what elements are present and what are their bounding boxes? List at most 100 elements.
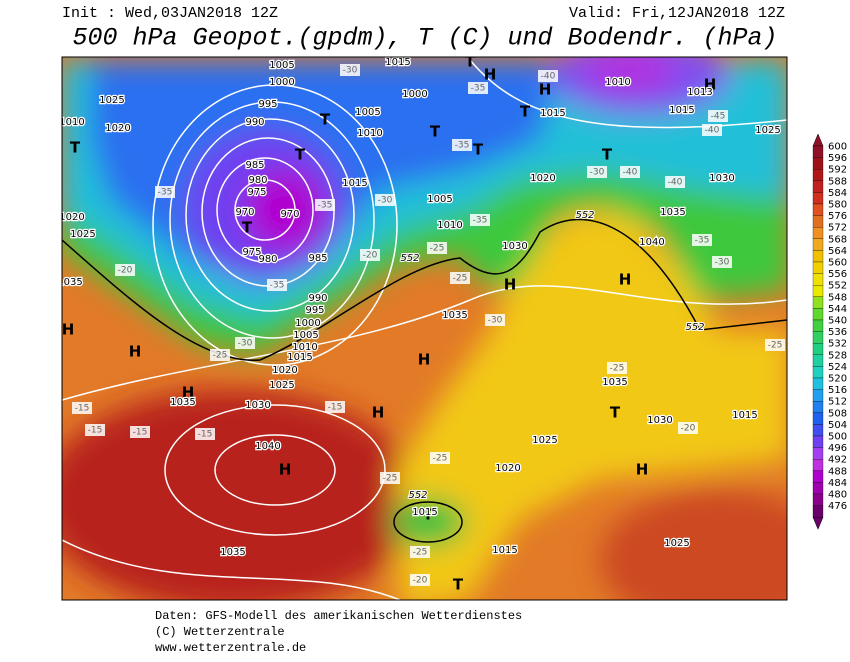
geopotential-label: 552	[575, 210, 594, 221]
temperature-label: -40	[668, 178, 683, 188]
colorbar-swatch	[812, 354, 824, 367]
colorbar-swatch	[812, 377, 824, 390]
colorbar-label: 552	[828, 281, 847, 292]
temperature-label: -30	[590, 168, 605, 178]
colorbar-label: 536	[828, 327, 847, 338]
colorbar-label: 564	[828, 246, 847, 257]
temperature-label-box	[452, 139, 472, 151]
high-center: H	[129, 343, 142, 361]
temperature-label: -15	[133, 428, 148, 438]
temperature-label-box	[702, 124, 722, 136]
temperature-label-box	[410, 546, 430, 558]
isobar-label: 1025	[664, 538, 689, 549]
low-center: T	[602, 146, 613, 164]
isobar-label: 1000	[295, 318, 320, 329]
colorbar-swatch	[812, 157, 824, 170]
colorbar-label: 568	[828, 234, 847, 245]
colorbar-swatch	[812, 273, 824, 286]
temperature-label-box	[375, 194, 395, 206]
high-center: H	[279, 461, 292, 479]
temperature-label-box	[450, 272, 470, 284]
temperature-label-box	[130, 426, 150, 438]
temperature-label: -35	[158, 188, 173, 198]
isobar-label: 1025	[532, 435, 557, 446]
isobar-label: 980	[258, 254, 277, 265]
colorbar-label: 496	[828, 443, 847, 454]
isobar-label: 995	[258, 99, 277, 110]
colorbar-label: 592	[828, 165, 847, 176]
isobar-label: 1015	[412, 507, 437, 518]
temperature-label: -30	[238, 339, 253, 349]
temperature-label: -15	[75, 404, 90, 414]
low-center: T	[610, 404, 621, 422]
isobar-label: 995	[305, 305, 324, 316]
temperature-label-box	[620, 166, 640, 178]
colorbar-label: 572	[828, 223, 847, 234]
high-center: H	[372, 404, 385, 422]
cutoff-contour	[393, 501, 463, 543]
colorbar-label: 540	[828, 316, 847, 327]
high-center: H	[182, 384, 195, 402]
isobar-label: 970	[280, 209, 299, 220]
colorbar-label: 584	[828, 188, 847, 199]
temperature-label-box	[315, 199, 335, 211]
high-center: H	[539, 81, 552, 99]
high-center: H	[704, 76, 717, 94]
isobar-label: 1030	[245, 400, 270, 411]
high-center: H	[62, 321, 75, 339]
isobar-label: 1010	[357, 128, 382, 139]
temperature-label-box	[380, 472, 400, 484]
isobar-label: 1030	[502, 241, 527, 252]
colorbar-swatch	[812, 366, 824, 379]
temperature-label: -25	[430, 244, 445, 254]
isobar-label: 1000	[402, 89, 427, 100]
colorbar-swatch	[812, 447, 824, 460]
valid-time: Valid: Fri,12JAN2018 12Z	[569, 5, 785, 22]
colorbar-swatch	[812, 493, 824, 506]
colorbar-label: 516	[828, 385, 847, 396]
temperature-label-box	[72, 402, 92, 414]
temperature-label-box	[85, 424, 105, 436]
temperature-label: -20	[118, 266, 133, 276]
isobar-label: 1020	[272, 365, 297, 376]
temperature-label: -20	[681, 424, 696, 434]
temperature-label: -35	[471, 84, 486, 94]
temperature-label: -40	[541, 72, 556, 82]
colorbar-label: 528	[828, 350, 847, 361]
temperature-label-box	[665, 176, 685, 188]
isobar-label: 1015	[287, 352, 312, 363]
low-center: T	[430, 123, 441, 141]
temperature-label: -20	[413, 576, 428, 586]
temperature-label-box	[340, 64, 360, 76]
temperature-label: -15	[328, 403, 343, 413]
isobar-label: 985	[308, 253, 327, 264]
temperature-label-box	[427, 242, 447, 254]
colorbar: 6005965925885845805765725685645605565525…	[812, 133, 847, 530]
isobar-label: 1005	[293, 330, 318, 341]
temperature-label-box	[468, 82, 488, 94]
temperature-label: -25	[768, 341, 783, 351]
colorbar-label: 532	[828, 339, 847, 350]
low-center: T	[320, 111, 331, 129]
temperature-label-box	[195, 428, 215, 440]
isobar-label: 1015	[385, 57, 410, 68]
colorbar-label: 480	[828, 490, 847, 501]
isobar-label: 1040	[255, 441, 280, 452]
isobar-label: 1010	[437, 220, 462, 231]
colorbar-swatch	[812, 435, 824, 448]
colorbar-swatch	[812, 192, 824, 205]
colorbar-swatch	[812, 250, 824, 263]
temperature-label: -30	[715, 258, 730, 268]
temperature-label: -25	[213, 351, 228, 361]
contour-552	[62, 218, 787, 361]
colorbar-swatch	[812, 203, 824, 216]
isobar-label: 1035	[442, 310, 467, 321]
colorbar-label: 596	[828, 153, 847, 164]
temperature-label: -25	[453, 274, 468, 284]
colorbar-swatch	[812, 145, 824, 158]
colorbar-swatch	[812, 227, 824, 239]
colorbar-swatch	[812, 343, 824, 355]
init-time: Init : Wed,03JAN2018 12Z	[62, 5, 278, 22]
isobar-label: 1005	[427, 194, 452, 205]
